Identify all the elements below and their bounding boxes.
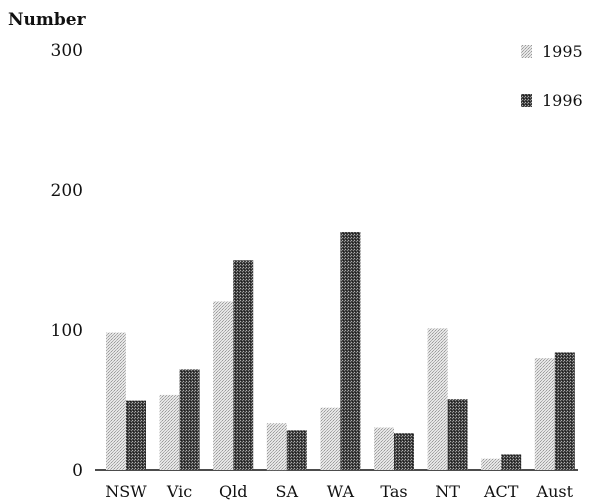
y-tick-labels: 0 100 200 300 [51, 41, 83, 481]
bar-1995-qld [213, 301, 234, 470]
legend-label-1995: 1995 [542, 42, 583, 61]
bars-group [106, 232, 575, 471]
bar-1996-act [501, 454, 522, 470]
bar-1996-sa [286, 430, 307, 470]
x-tick-label-wa: WA [327, 482, 355, 501]
legend: 1995 1996 [521, 42, 583, 110]
bar-1995-sa [266, 423, 287, 471]
x-tick-labels: NSW Vic Qld SA WA Tas NT ACT Aust [105, 482, 573, 501]
x-tick-label-act: ACT [483, 482, 519, 501]
bar-1995-wa [320, 407, 341, 470]
bar-1995-aust [534, 358, 555, 470]
bar-1995-tas [374, 427, 394, 470]
legend-label-1996: 1996 [542, 91, 583, 110]
x-tick-label-sa: SA [276, 482, 299, 501]
bar-1996-nsw [126, 400, 146, 470]
y-tick-label: 300 [51, 41, 83, 61]
bar-1995-nt [427, 328, 448, 470]
bar-1995-vic [159, 394, 180, 470]
bar-1996-tas [394, 433, 414, 470]
bar-1996-wa [340, 232, 361, 470]
x-tick-label-aust: Aust [536, 482, 574, 501]
x-tick-label-nsw: NSW [105, 482, 147, 501]
x-tick-label-nt: NT [435, 482, 460, 501]
y-axis-label: Number [8, 10, 87, 30]
y-tick-label: 100 [51, 321, 83, 341]
bar-1995-nsw [106, 332, 126, 470]
bar-1996-nt [447, 399, 468, 470]
bar-1995-act [481, 458, 502, 470]
bar-1996-qld [233, 260, 254, 470]
x-tick-label-tas: Tas [380, 482, 407, 501]
x-tick-label-vic: Vic [166, 482, 192, 501]
y-tick-label: 0 [72, 461, 83, 481]
bar-1996-aust [554, 352, 575, 470]
y-tick-label: 200 [51, 181, 83, 201]
bar-1996-vic [179, 369, 200, 470]
legend-swatch-1996 [521, 94, 532, 107]
x-tick-label-qld: Qld [219, 482, 247, 501]
legend-swatch-1995 [521, 45, 532, 58]
